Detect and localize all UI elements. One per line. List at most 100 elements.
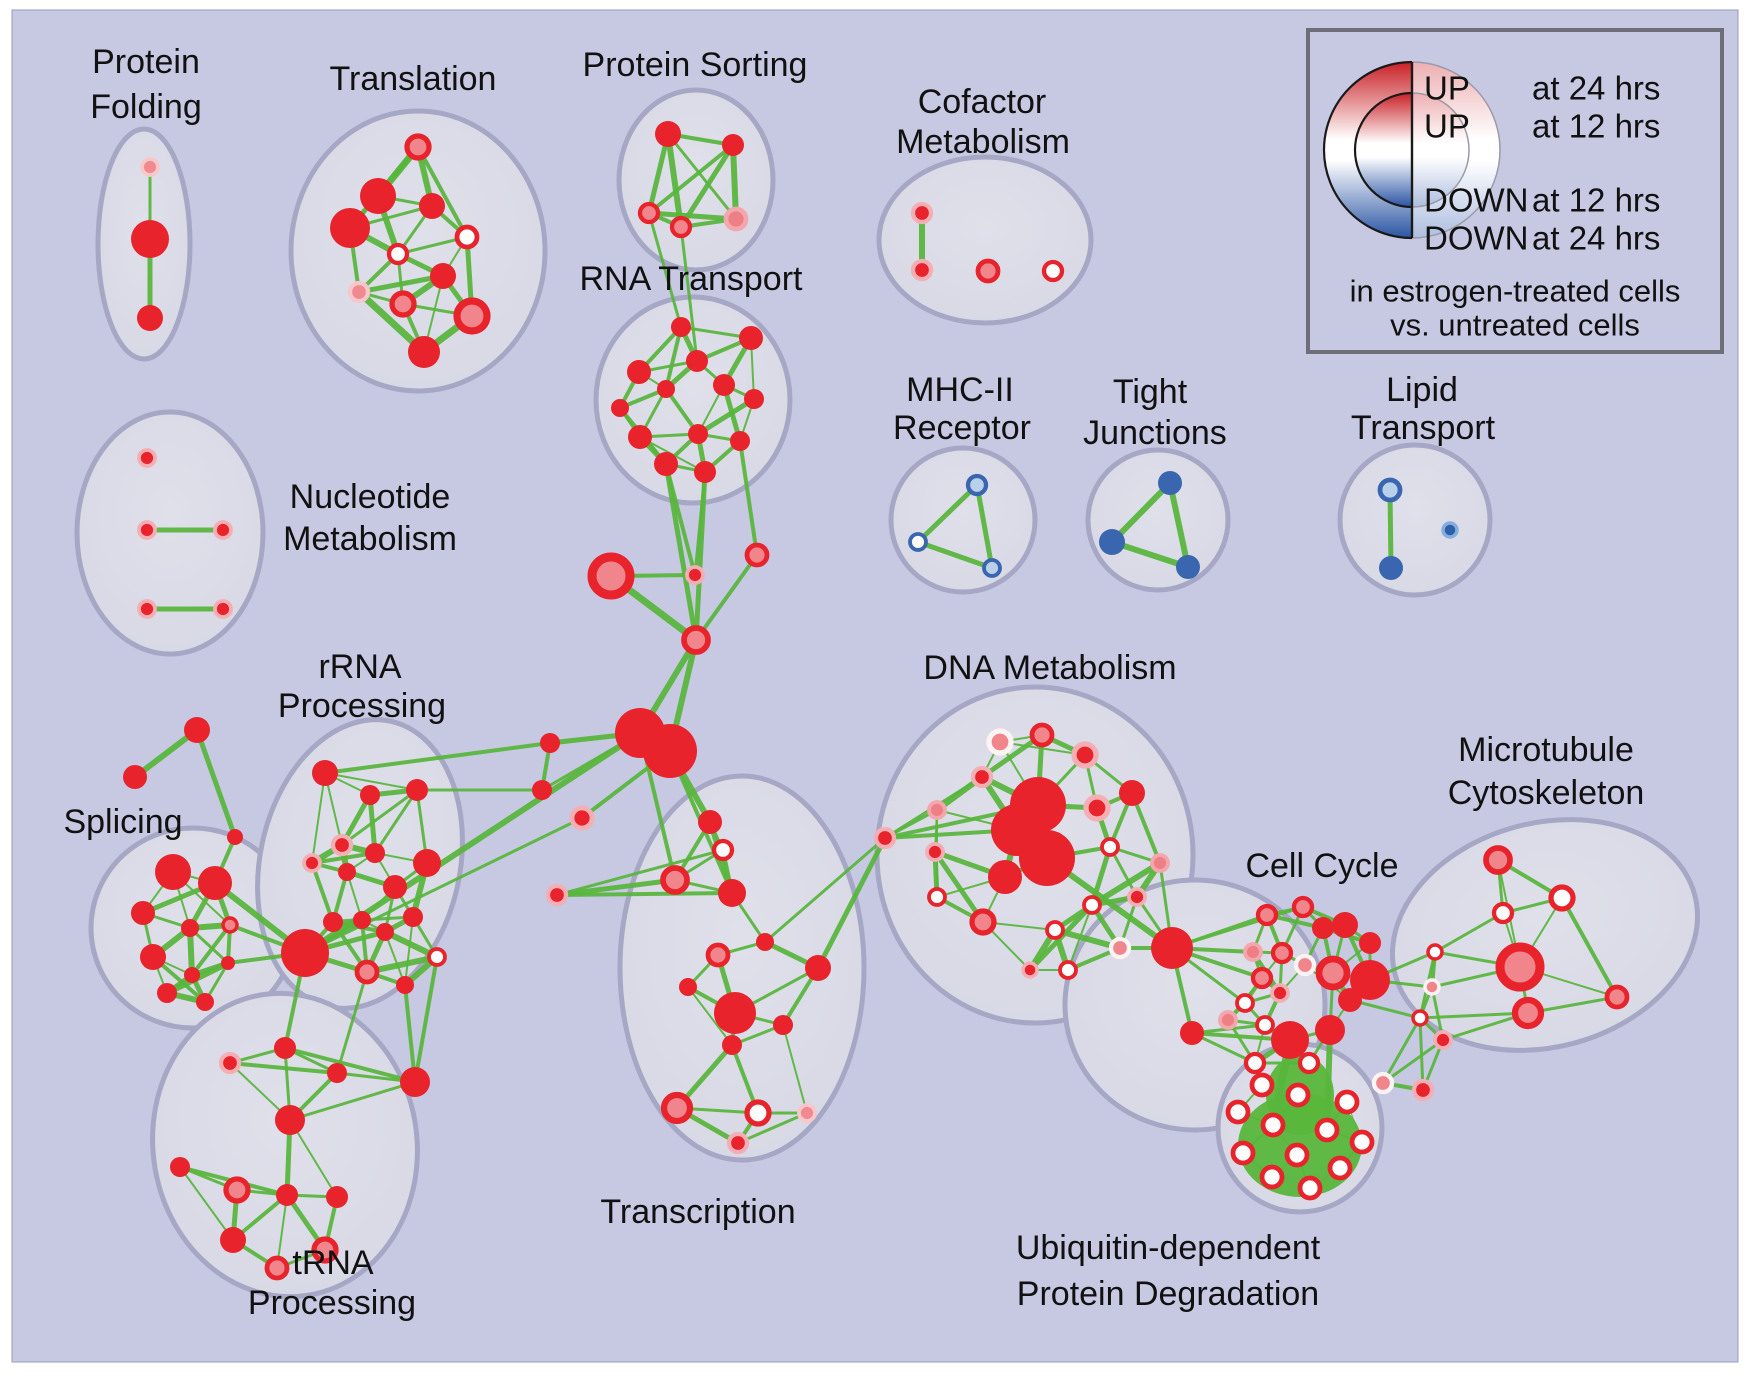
cluster-label-mhc-ii-receptor: Receptor — [893, 409, 1031, 447]
network-edge — [694, 553, 759, 642]
gene-node-cofactor-metabolism — [975, 258, 1001, 284]
gene-node-rrna-processing — [281, 929, 329, 977]
gene-node-lipid-transport — [1379, 556, 1403, 580]
gene-node-transcription — [679, 978, 697, 996]
network-edge — [310, 861, 335, 924]
network-edge — [646, 131, 671, 216]
gene-node-rrna-processing — [353, 911, 371, 929]
gene-node-splicing — [140, 944, 166, 970]
gene-node-mhc-ii-receptor — [982, 558, 1002, 578]
gene-node-tight-junctions — [1158, 471, 1182, 495]
gene-node-dna-metabolism — [1058, 960, 1078, 980]
network-edge — [1109, 539, 1191, 570]
gene-node-connector-hubs — [540, 733, 560, 753]
gene-node-cofactor-metabolism — [1041, 259, 1065, 283]
gene-node-dna-metabolism — [1019, 830, 1075, 886]
legend-time-label: at 12 hrs — [1532, 182, 1660, 219]
network-edge — [695, 396, 757, 437]
network-edge — [403, 983, 417, 1084]
gene-node-dna-metabolism — [1150, 853, 1170, 873]
gene-node-rrna-processing — [413, 849, 441, 877]
gene-node-cofactor-metabolism — [910, 258, 934, 282]
gene-node-ubiquitin-degradation — [1225, 1099, 1251, 1125]
gene-node-cell-cycle — [1315, 955, 1351, 991]
network-edge — [738, 439, 759, 557]
cluster-label-rna-transport: RNA Transport — [580, 260, 804, 298]
network-edge — [311, 772, 326, 864]
gene-node-connector-hubs — [1180, 1021, 1204, 1045]
gene-node-cell-cycle — [1270, 941, 1294, 965]
gene-node-tight-junctions — [1099, 529, 1125, 555]
gene-node-connector-hubs — [569, 805, 595, 831]
gene-node-transcription — [726, 1131, 750, 1155]
gene-node-connector-hubs — [681, 625, 711, 655]
network-edge — [289, 1119, 338, 1198]
network-edge — [1560, 896, 1619, 999]
gene-node-rna-transport — [688, 424, 708, 444]
gene-node-cell-cycle — [1255, 1015, 1275, 1035]
cluster-label-trna-processing: tRNA — [292, 1244, 374, 1282]
network-edge — [416, 145, 469, 239]
network-edge — [663, 461, 699, 643]
gene-node-protein-sorting — [637, 201, 661, 225]
gene-node-connector-hubs — [873, 826, 897, 850]
gene-node-ubiquitin-degradation — [1284, 1142, 1310, 1168]
cluster-label-rrna-processing: rRNA — [318, 648, 401, 686]
network-edge — [310, 851, 377, 865]
gene-node-dna-metabolism — [969, 908, 997, 936]
gene-node-trna-processing — [223, 1176, 251, 1204]
gene-node-rrna-processing — [406, 779, 428, 801]
cluster-label-tight-junctions: Junctions — [1083, 414, 1227, 452]
gene-node-rna-transport — [657, 380, 675, 398]
gene-node-splicing — [221, 916, 239, 934]
network-edge — [373, 788, 419, 855]
gene-node-trna-processing — [275, 1105, 305, 1135]
network-edge — [413, 955, 439, 1084]
cluster-label-cell-cycle: Cell Cycle — [1245, 847, 1398, 885]
network-edge — [815, 835, 888, 971]
gene-node-protein-folding — [137, 305, 163, 331]
gene-node-dna-metabolism — [988, 860, 1022, 894]
network-edge — [288, 1080, 417, 1122]
gene-node-transcription — [805, 955, 831, 981]
cluster-label-lipid-transport: Transport — [1351, 409, 1496, 447]
gene-node-splicing — [184, 967, 200, 983]
cluster-label-dna-metabolism: DNA Metabolism — [923, 649, 1176, 687]
gene-node-dna-metabolism — [927, 800, 947, 820]
gene-node-cell-cycle — [1332, 912, 1358, 938]
gene-node-protein-folding — [131, 220, 169, 258]
gene-node-microtubule-cytoskeleton — [1411, 1009, 1429, 1027]
gene-node-rna-transport — [654, 452, 678, 476]
gene-node-translation — [404, 133, 432, 161]
cluster-ellipse-cofactor-metabolism — [876, 154, 1094, 326]
gene-node-ubiquitin-degradation — [1230, 1140, 1256, 1166]
gene-node-trna-processing — [400, 1067, 430, 1097]
gene-node-cell-cycle — [1359, 932, 1381, 954]
gene-node-dna-metabolism — [1071, 741, 1099, 769]
network-edge — [324, 772, 418, 791]
legend-direction-label: UP — [1424, 108, 1470, 145]
gene-node-trna-processing — [276, 1184, 298, 1206]
gene-node-trna-processing — [264, 1255, 290, 1281]
gene-node-rrna-processing — [376, 923, 394, 941]
gene-node-cell-cycle — [1293, 953, 1317, 977]
cluster-label-mhc-ii-receptor: MHC-II — [906, 371, 1014, 409]
cluster-labels: Protein Folding Translation Protein Sorting… — [63, 43, 1644, 1322]
gene-node-dna-metabolism — [1045, 920, 1065, 940]
network-edge — [664, 462, 697, 577]
gene-node-transcription — [698, 810, 722, 834]
network-edge — [646, 210, 739, 222]
gene-node-microtubule-cytoskeleton — [1604, 984, 1630, 1010]
gene-node-transcription — [714, 992, 756, 1034]
cluster-label-protein-sorting: Protein Sorting — [583, 46, 808, 84]
legend-time-label: at 12 hrs — [1532, 108, 1660, 145]
gene-node-cell-cycle — [1338, 988, 1362, 1012]
gene-node-transcription — [797, 1103, 817, 1123]
cluster-label-tight-junctions: Tight — [1113, 373, 1188, 411]
network-edge — [228, 1061, 339, 1075]
cluster-label-protein-folding: Folding — [90, 88, 202, 126]
gene-node-transcription — [756, 933, 774, 951]
gene-node-ubiquitin-degradation — [1327, 1155, 1353, 1181]
network-edge — [679, 225, 699, 363]
